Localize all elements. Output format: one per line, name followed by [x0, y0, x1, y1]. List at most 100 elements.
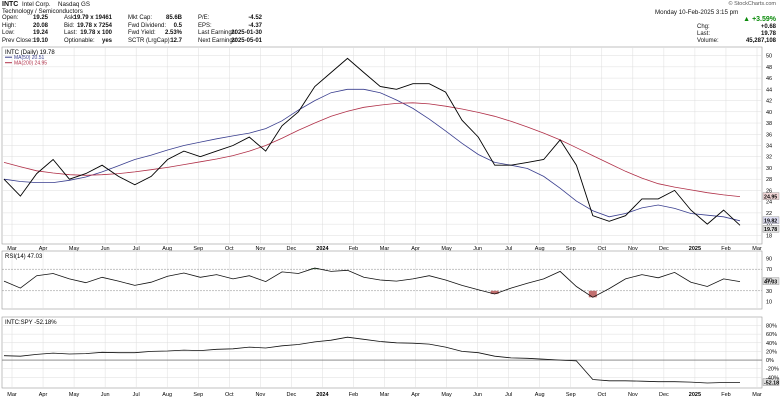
x-tick-label: Nov	[255, 392, 265, 398]
ratio-grid	[2, 317, 762, 388]
rsi-oversold-fill	[490, 290, 499, 295]
x-tick-label: Dec	[659, 392, 669, 398]
legend-entry: MA(50) 20.51	[14, 55, 45, 61]
quote-header: INTC Intel Corp. Nasdaq GS Technology / …	[0, 0, 780, 46]
end-label-text: -52.18	[764, 380, 779, 386]
earn-field-label: EPS:	[198, 22, 212, 29]
chg-value: +0.68	[760, 24, 776, 30]
rsi-lines: 47.03	[3, 267, 780, 298]
rsi-grid	[2, 251, 762, 309]
change-pct: ▲ +3.59%	[743, 16, 776, 23]
x-axis-ticks: Mar Apr May Jun Jul Aug Sep Oct Nov Dec 2024 Feb Mar…	[7, 246, 762, 252]
fund-field-label: Fwd Yield:	[128, 30, 156, 36]
x-tick-label: Feb	[349, 392, 358, 398]
price-panel: 1820222426283032343638404244464850 24.95…	[1, 46, 780, 252]
bidask-field-label: Bid:	[64, 22, 75, 29]
bidask-field-label: Ask:	[64, 15, 76, 21]
rsi-y-ticks: 10 30 50 70 90	[766, 256, 772, 305]
x-tick-label: Oct	[598, 246, 607, 252]
x-tick-label: Sep	[193, 392, 203, 398]
symbol: INTC	[2, 1, 19, 8]
x-tick-label: 2024	[316, 392, 329, 398]
x-tick-label: Aug	[535, 392, 545, 398]
y-tick-label: 30	[766, 166, 772, 172]
x-tick-label: May	[69, 246, 80, 252]
price-series-line	[3, 57, 741, 226]
y-tick-label: 34	[766, 144, 772, 150]
y-tick-label: 48	[766, 65, 772, 71]
y-tick-label: 40	[766, 110, 772, 116]
x-tick-label: Mar	[380, 246, 390, 252]
x-tick-label: Jul	[505, 392, 512, 398]
fund-field-label: Mkt Cap:	[128, 15, 153, 21]
y-tick-label: 80%	[766, 323, 777, 329]
earn-field-value: 2025-01-30	[231, 30, 262, 36]
last-value: 19.78	[760, 31, 776, 37]
bidask-field-label: Optionable:	[64, 37, 95, 44]
x-tick-label: Jun	[101, 392, 110, 398]
price-lines	[3, 57, 741, 226]
quote-field-label: High:	[2, 22, 17, 29]
x-tick-label: Jun	[473, 246, 482, 252]
y-tick-label: 36	[766, 132, 772, 138]
bidask-field-value: 19.78 x 7254	[76, 22, 112, 29]
ratio-panel: -52.18 -40% -20% 0% 20% 40% 60% 80% INTC:SPY -…	[1, 316, 780, 398]
y-tick-label: 42	[766, 99, 772, 105]
x-tick-label: Apr	[411, 246, 420, 252]
bidask-field-label: Last:	[64, 30, 78, 36]
rsi-oversold-fill	[588, 290, 597, 298]
x-tick-label: Nov	[628, 392, 638, 398]
end-label-text: 19.78	[764, 227, 777, 233]
quote-field-value: 19.25	[32, 15, 48, 21]
fund-field-label: SCTR (LrgCap):	[128, 37, 172, 44]
quote-field-value: 19.24	[32, 30, 48, 36]
y-tick-label: -40%	[766, 375, 779, 381]
y-tick-label: 22	[766, 211, 772, 217]
price-panel-title: INTC (Daily) 19.78	[5, 50, 55, 56]
exchange: Nasdaq GS	[58, 1, 90, 8]
x-tick-label: Aug	[162, 246, 172, 252]
x-tick-label: Dec	[286, 392, 296, 398]
y-tick-label: 0%	[766, 358, 774, 364]
chg-label: Chg:	[697, 24, 710, 30]
y-tick-label: 38	[766, 121, 772, 127]
y-tick-label: 26	[766, 188, 772, 194]
y-tick-label: 28	[766, 177, 772, 183]
ratio-panel-frame	[1, 316, 763, 389]
x-tick-label: Dec	[659, 246, 669, 252]
quote-field-label: Prev Close:	[2, 37, 34, 44]
fund-field-value: 85.6B	[165, 15, 182, 21]
ratio-x-axis-ticks: Mar Apr May Jun Jul Aug Sep Oct Nov Dec 2024 Feb Mar…	[7, 392, 762, 398]
y-tick-label: 20%	[766, 349, 777, 355]
rsi-line	[3, 267, 741, 298]
rsi-overbought-fill	[310, 268, 319, 270]
end-label-box	[762, 378, 780, 386]
x-tick-label: Mar	[380, 392, 390, 398]
y-tick-label: 46	[766, 76, 772, 82]
x-tick-label: Apr	[39, 392, 48, 398]
quote-field-value: 20.08	[32, 22, 48, 29]
volume-label: Volume:	[697, 38, 719, 44]
x-tick-label: Jul	[133, 392, 140, 398]
end-label-text: 24.95	[764, 194, 777, 200]
y-tick-label: 24	[766, 200, 772, 206]
end-label-box	[762, 277, 780, 285]
quote-field-value: 19.10	[32, 37, 48, 44]
x-tick-label: Dec	[286, 246, 296, 252]
earn-field-value: -4.37	[248, 22, 262, 29]
ratio-y-ticks: -40% -20% 0% 20% 40% 60% 80%	[766, 323, 779, 381]
y-tick-label: 32	[766, 155, 772, 161]
x-tick-label: Mar	[752, 392, 762, 398]
y-tick-label: -20%	[766, 367, 779, 373]
x-tick-label: Jun	[473, 392, 482, 398]
x-tick-label: Oct	[598, 392, 607, 398]
price-grid	[2, 47, 762, 244]
x-tick-label: 2024	[316, 246, 329, 252]
stockcharts-logo: © StockCharts.com	[728, 1, 776, 7]
y-tick-label: 60%	[766, 332, 777, 338]
y-tick-label: 40%	[766, 341, 777, 347]
x-tick-label: 2025	[689, 246, 701, 252]
sector: Technology / Semiconductors	[2, 8, 83, 15]
x-tick-label: Apr	[411, 392, 420, 398]
